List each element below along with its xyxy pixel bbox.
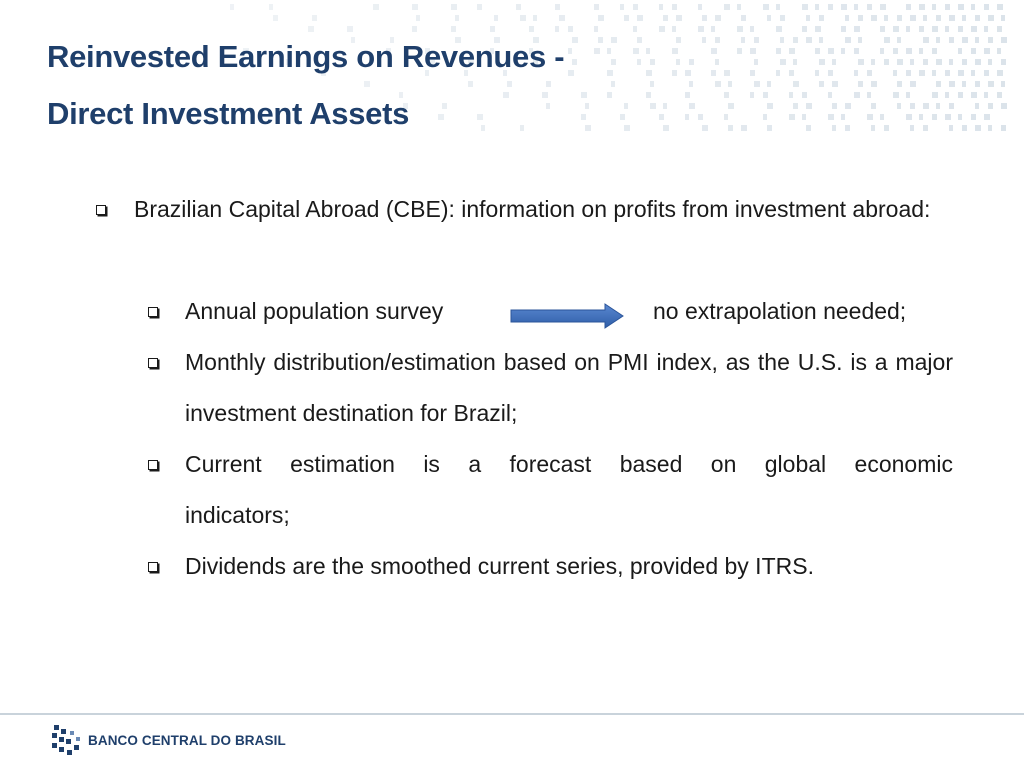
bullet-monthly-distribution: Monthly distribution/estimation based on…	[185, 349, 953, 426]
bullet-current-estimation-line1: Current estimation is a forecast based o…	[185, 451, 953, 477]
bullet-annual-survey-result: no extrapolation needed;	[653, 298, 907, 324]
checkbox-square-icon	[148, 562, 158, 572]
slide-title-line1: Reinvested Earnings on Revenues -	[47, 39, 565, 74]
slide-content: Brazilian Capital Abroad (CBE): informat…	[96, 196, 985, 579]
bank-name: BANCO CENTRAL DO BRASIL	[88, 732, 286, 748]
bullet-current-estimation: Current estimation is a forecast based o…	[185, 439, 953, 541]
decorative-dot-pattern	[230, 4, 1007, 131]
bullet-annual-survey-label: Annual population survey	[185, 298, 444, 324]
slide-title: Reinvested Earnings on Revenues - Direct…	[47, 28, 565, 142]
bank-logo: BANCO CENTRAL DO BRASIL	[50, 723, 286, 757]
checkbox-square-icon	[148, 358, 158, 368]
checkbox-square-icon	[148, 307, 158, 317]
bullet-annual-survey: Annual population survey no extrapolatio…	[185, 286, 985, 337]
right-arrow-icon	[510, 303, 624, 329]
checkbox-square-icon	[148, 460, 158, 470]
bullet-dividends: Dividends are the smoothed current serie…	[185, 553, 814, 579]
bullet-main: Brazilian Capital Abroad (CBE): informat…	[134, 196, 931, 222]
bullet-current-estimation-line2: indicators;	[185, 502, 290, 528]
slide-title-line2: Direct Investment Assets	[47, 96, 410, 131]
checkbox-square-icon	[96, 205, 106, 215]
bank-emblem-icon	[52, 725, 80, 755]
footer-divider	[0, 713, 1024, 715]
